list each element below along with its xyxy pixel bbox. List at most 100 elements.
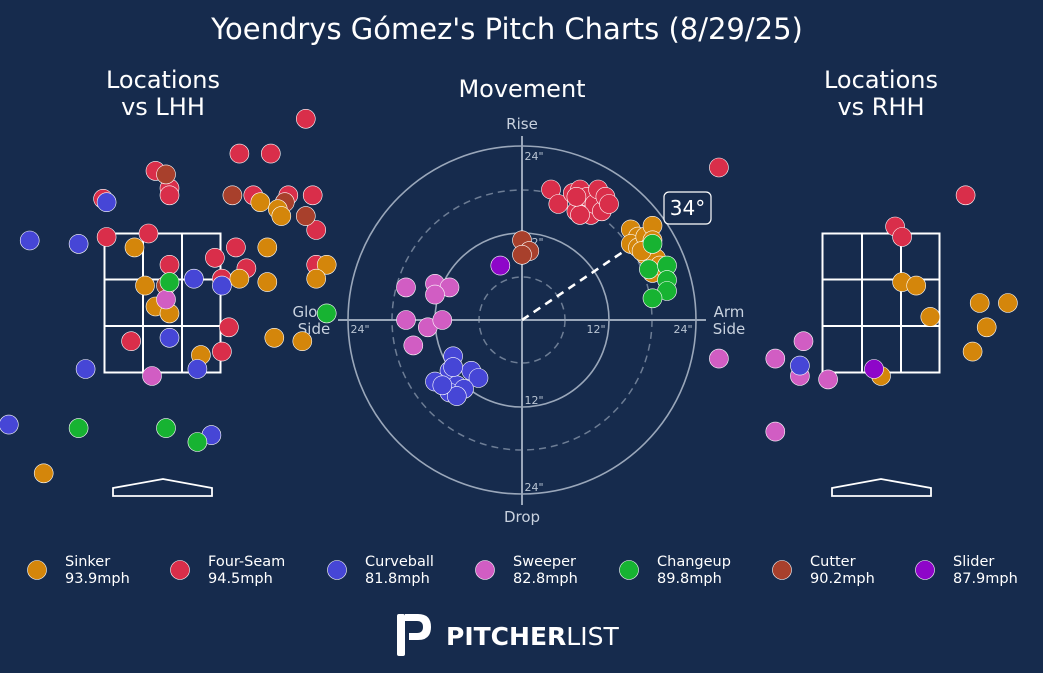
movement-sweeper-point-41	[396, 310, 416, 330]
rhh-sinker-point-9	[920, 307, 941, 327]
lhh-fourseam-point-7	[302, 185, 323, 206]
lhh-sinker-point-27	[250, 192, 271, 212]
lhh-changeup-point-55	[159, 272, 180, 292]
rhh-zone-outline	[821, 232, 941, 374]
ring-label-right-12: 12"	[586, 323, 605, 336]
movement-fourseam-point-12	[570, 205, 590, 225]
rhh-pitch-points	[709, 157, 1018, 442]
lhh-fourseam-point-13	[226, 237, 246, 258]
lhh-title-line-1: Locations	[106, 66, 220, 94]
legend-swatch-sinker	[27, 560, 47, 580]
lhh-zone-outline	[103, 232, 222, 374]
rhh-sinker-point-5	[906, 275, 927, 296]
lhh-changeup-point-59	[187, 432, 208, 452]
lhh-sinker-point-33	[229, 268, 250, 289]
lhh-fourseam-point-2	[260, 143, 281, 164]
rhh-sinker-point-10	[976, 317, 997, 338]
lhh-curveball-point-45	[68, 234, 89, 254]
lhh-cutter-point-25	[295, 206, 316, 226]
rhh-title-line-1: Locations	[824, 66, 938, 94]
axis-label-drop: Drop	[504, 508, 540, 526]
lhh-curveball-point-44	[19, 230, 40, 251]
rhh-sinker-point-7	[998, 293, 1018, 313]
lhh-sinker-point-32	[316, 254, 337, 275]
arm-angle-label: 34°	[670, 196, 705, 220]
legend-swatch-cutter	[772, 560, 792, 580]
lhh-fourseam-point-20	[121, 331, 141, 352]
movement-curveball-point-48	[468, 368, 489, 388]
lhh-fourseam-point-14	[159, 254, 180, 275]
movement-sweeper-point-37	[396, 277, 416, 298]
movement-fourseam-point-11	[599, 194, 619, 214]
movement-curveball-point-55	[443, 357, 463, 377]
movement-curveball-point-54	[432, 375, 453, 396]
movement-sweeper-point-43	[432, 310, 453, 330]
lhh-curveball-point-46	[184, 268, 204, 289]
ring-label-left-24: 24"	[350, 323, 369, 336]
movement-cutter-point-35	[512, 245, 532, 265]
rhh-fourseam-point-0	[709, 157, 729, 178]
lhh-curveball-point-50	[187, 359, 208, 379]
lhh-strike-zone	[103, 232, 222, 497]
ring-label-right-24: 24"	[673, 323, 692, 336]
lhh-sinker-point-36	[135, 275, 155, 296]
ring-label-bottom-12: 12"	[524, 394, 543, 407]
rhh-fourseam-point-3	[892, 227, 912, 247]
lhh-cutter-point-23	[222, 185, 243, 206]
lhh-fourseam-point-19	[219, 317, 239, 338]
movement-fourseam-point-13	[566, 187, 587, 207]
lhh-sinker-point-34	[257, 272, 278, 292]
legend-swatch-sweeper	[475, 560, 495, 580]
legend-name-slider: Slider	[953, 554, 994, 570]
lhh-fourseam-point-15	[205, 247, 225, 268]
legend-velo-fourseam: 94.5mph	[208, 571, 273, 587]
lhh-pitch-points	[0, 109, 337, 484]
legend-velo-sweeper: 82.8mph	[513, 571, 578, 587]
rhh-sweeper-point-17	[765, 421, 786, 442]
lhh-changeup-point-57	[68, 418, 89, 438]
movement-changeup-point-27	[642, 234, 663, 254]
arm-angle-badge: 34°	[663, 191, 712, 225]
lhh-curveball-point-48	[159, 327, 180, 348]
legend-name-sweeper: Sweeper	[513, 554, 576, 570]
rhh-home-plate	[831, 478, 932, 497]
lhh-sweeper-point-53	[156, 289, 176, 310]
legend-name-sinker: Sinker	[65, 554, 110, 570]
legend-name-fourseam: Four-Seam	[208, 554, 285, 570]
rhh-sinker-point-11	[962, 341, 983, 362]
lhh-sinker-point-39	[264, 327, 285, 348]
lhh-sinker-point-35	[306, 268, 327, 289]
lhh-sinker-point-29	[271, 206, 292, 226]
legend-velo-changeup: 89.8mph	[657, 571, 722, 587]
ring-label-bottom-24: 24"	[524, 481, 543, 494]
legend-name-cutter: Cutter	[810, 554, 856, 570]
pitcherlist-logo: PITCHERLIST	[397, 614, 619, 656]
brand-wordmark: PITCHERLIST	[446, 622, 619, 651]
lhh-sinker-point-42	[33, 463, 54, 484]
legend-name-changeup: Changeup	[657, 554, 731, 570]
axis-label-rise: Rise	[506, 115, 538, 133]
rhh-fourseam-point-1	[955, 185, 976, 206]
rhh-title-line-2: vs RHH	[837, 93, 924, 121]
rhh-slider-point-20	[864, 359, 884, 379]
lhh-changeup-point-58	[156, 418, 176, 438]
axis-label-arm-1: Arm	[714, 303, 745, 321]
legend-name-curveball: Curveball	[365, 554, 434, 570]
lhh-cutter-point-22	[156, 164, 176, 185]
arm-angle-box	[663, 191, 712, 225]
lhh-home-plate	[112, 478, 213, 497]
lhh-fourseam-point-10	[96, 227, 117, 247]
movement-grid: 24" 12" 12" 24" 24" 12" 24" Rise Drop Gl…	[292, 115, 745, 526]
legend-swatch-curveball	[327, 560, 347, 580]
legend-velo-curveball: 81.8mph	[365, 571, 430, 587]
lhh-curveball-point-51	[0, 414, 19, 435]
movement-slider-point-36	[490, 255, 511, 276]
